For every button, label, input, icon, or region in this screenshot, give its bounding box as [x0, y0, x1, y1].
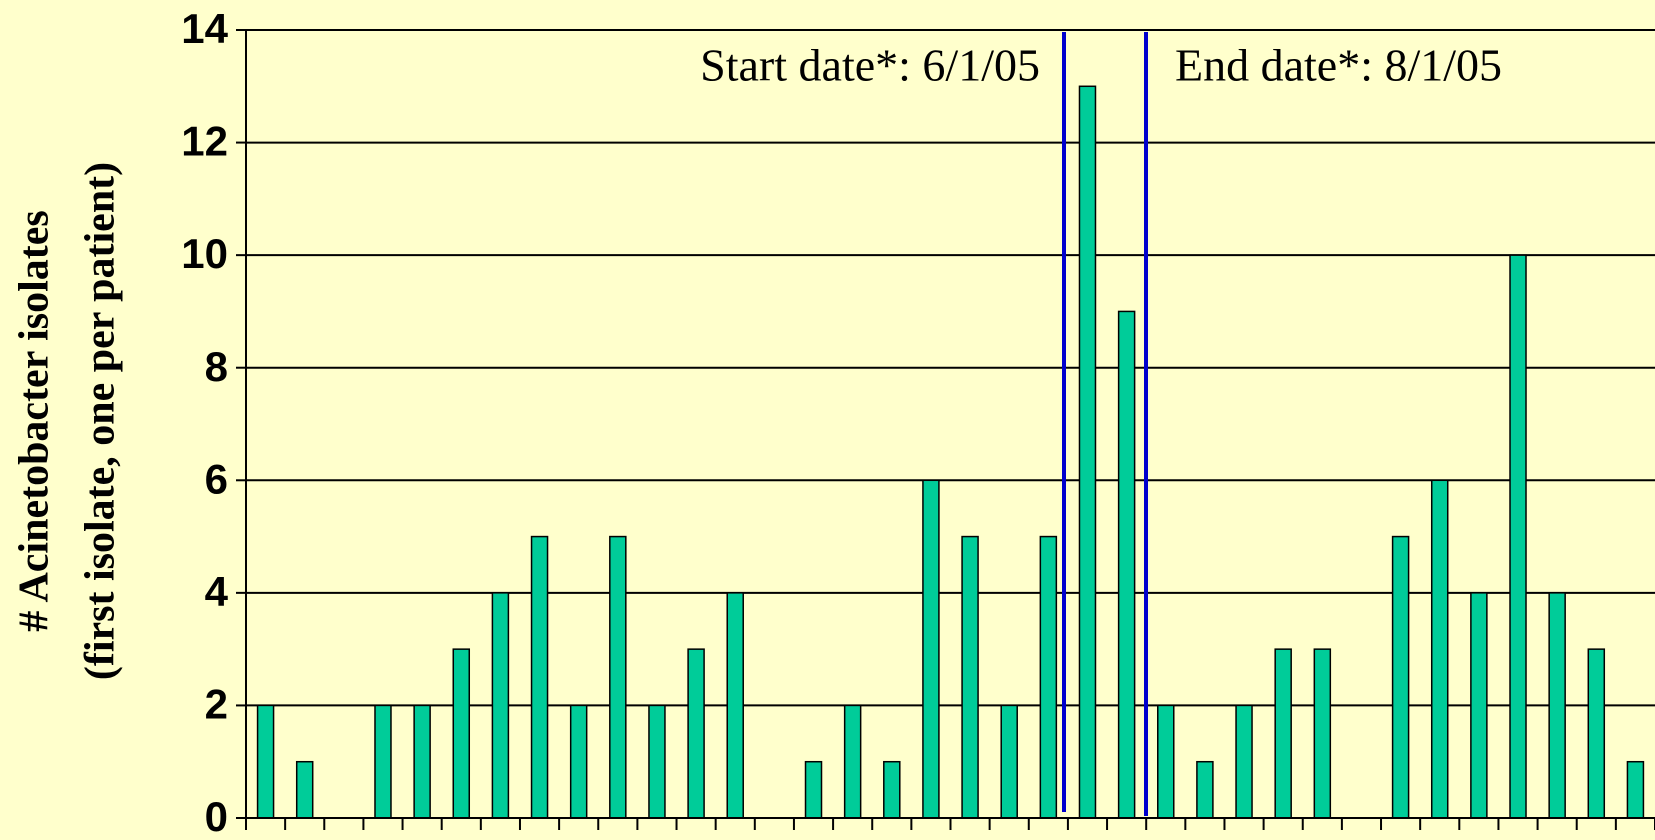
bar [648, 704, 666, 819]
y-axis-label: (first isolate, one per patient) [78, 162, 124, 680]
bar [491, 592, 510, 819]
bar [1548, 592, 1566, 819]
bar [1235, 704, 1253, 819]
bar [804, 760, 823, 819]
annotation: Start date*: 6/1/05 [700, 40, 1040, 91]
y-tick-label: 14 [181, 5, 228, 52]
y-tick-label: 12 [181, 118, 228, 165]
bar [609, 535, 627, 819]
bar [413, 704, 431, 819]
bar [1391, 535, 1410, 819]
bar [1626, 760, 1645, 819]
bar [1509, 254, 1527, 819]
bar [883, 760, 901, 819]
bar [1470, 592, 1488, 819]
bar [1587, 648, 1606, 819]
bar [961, 535, 979, 819]
y-tick-label: 0 [205, 793, 228, 840]
bar [569, 704, 588, 819]
y-tick-label: 4 [205, 568, 229, 615]
bar [1000, 704, 1018, 819]
y-tick-label: 6 [205, 455, 228, 502]
bar [1157, 704, 1175, 819]
annotation: End date*: 8/1/05 [1175, 40, 1502, 91]
bar [1196, 760, 1214, 819]
bar [1039, 535, 1058, 819]
bar [1430, 479, 1449, 819]
bar [374, 704, 392, 819]
bar [726, 592, 744, 819]
bar [1313, 648, 1332, 819]
bar [295, 760, 314, 819]
bar [687, 648, 705, 819]
bar [256, 704, 275, 819]
bar [922, 479, 940, 819]
y-tick-label: 8 [205, 343, 228, 390]
bar [530, 535, 549, 819]
bar [1117, 310, 1136, 819]
y-tick-label: 10 [181, 230, 228, 277]
bar [1274, 648, 1292, 819]
bar [1078, 85, 1097, 819]
y-axis-label: # Acinetobacter isolates [12, 210, 58, 631]
bar [452, 648, 471, 819]
y-tick-label: 2 [205, 681, 228, 728]
bar [843, 704, 862, 819]
